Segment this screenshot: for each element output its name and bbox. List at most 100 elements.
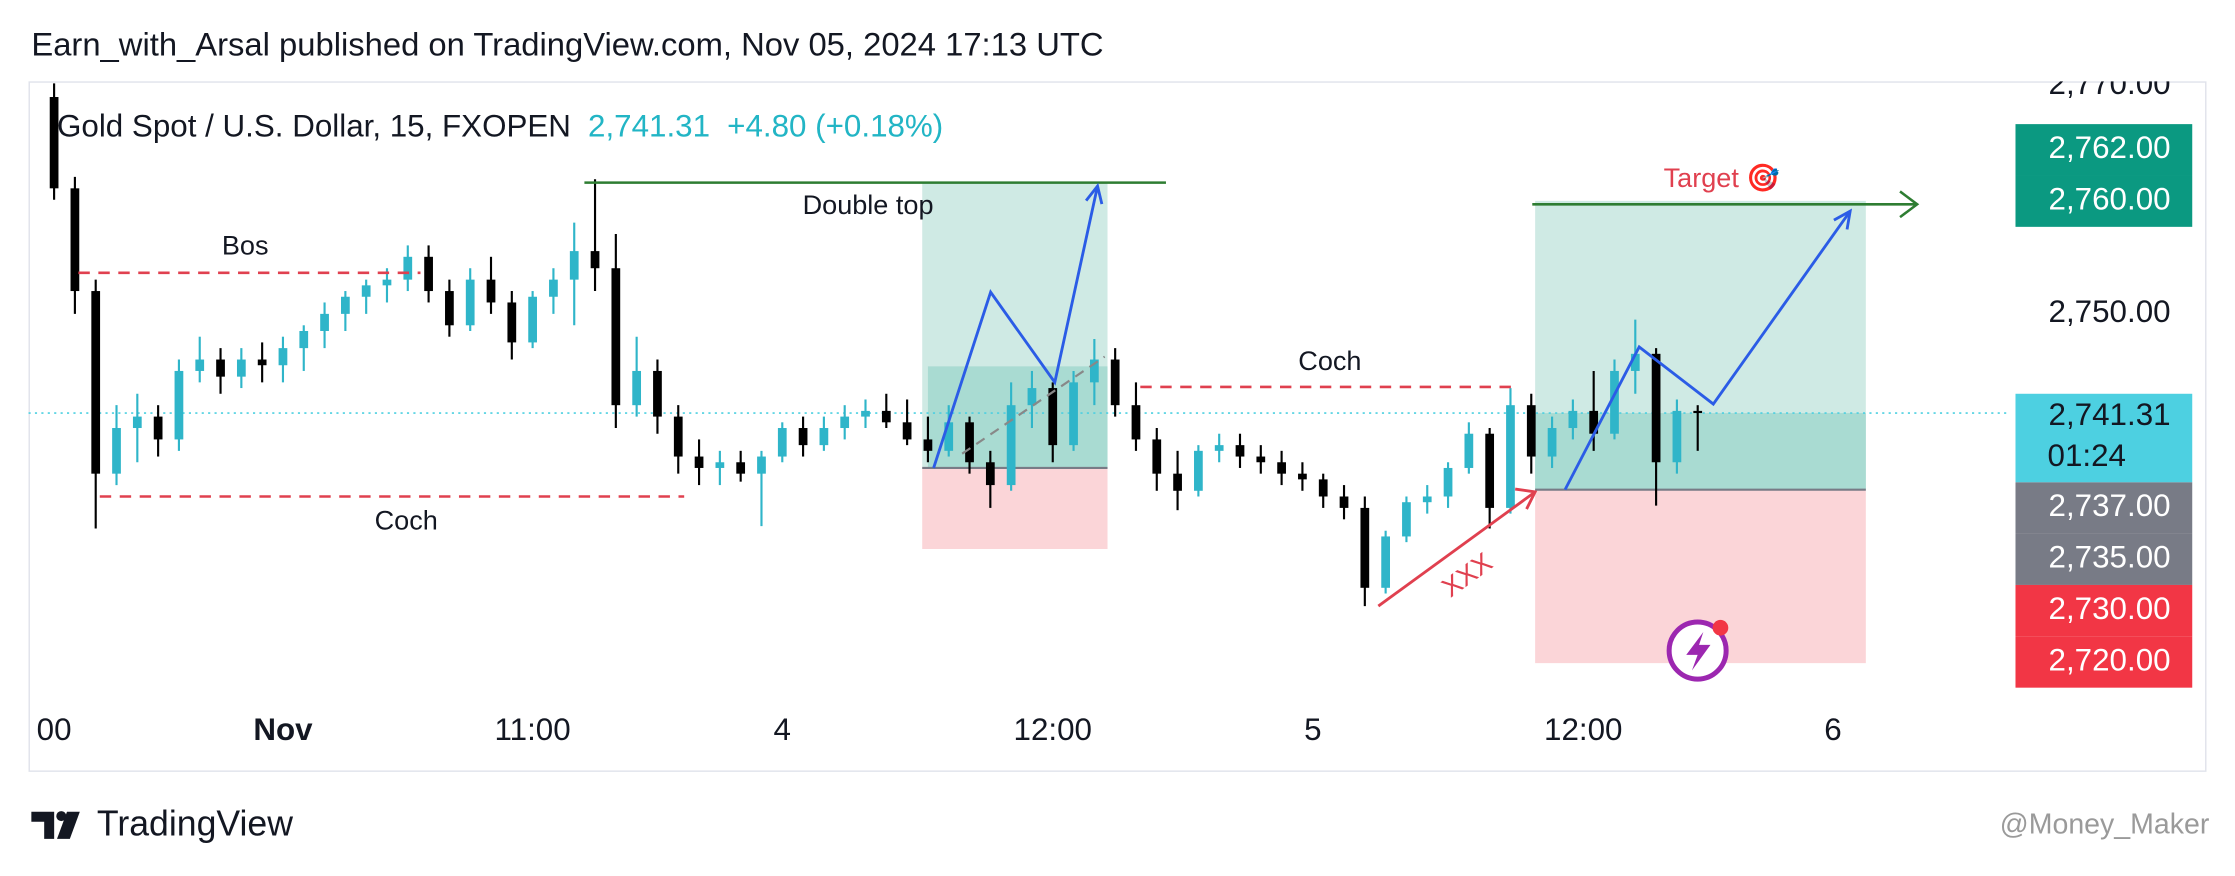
candle-body — [1069, 382, 1078, 446]
candle-body — [1339, 496, 1349, 508]
candle-body — [1589, 410, 1599, 434]
candle-body — [1630, 353, 1640, 371]
candle-body — [861, 410, 870, 417]
candle-body — [902, 422, 912, 440]
candle-body — [1048, 388, 1058, 446]
candle-body — [632, 370, 642, 406]
candle-body — [132, 416, 142, 429]
candle-body — [486, 279, 496, 303]
chart-frame — [28, 81, 2207, 772]
candle-body — [569, 251, 579, 280]
candle-body — [424, 256, 433, 292]
candle-body — [1672, 410, 1682, 463]
candle-body — [923, 439, 933, 451]
candle-body — [445, 291, 454, 326]
candle-body — [341, 296, 350, 314]
candle-body — [1610, 370, 1619, 434]
watermark: @Money_Maker — [2000, 809, 2210, 841]
candle-body — [1194, 450, 1203, 491]
candle-body — [320, 313, 329, 331]
level-label: Bos — [222, 229, 269, 260]
candle-body — [1318, 479, 1328, 497]
candle-body — [1693, 410, 1703, 414]
candle-body — [881, 410, 891, 423]
candle-body — [1152, 439, 1162, 474]
x-tick-label: 6 — [1824, 712, 1841, 747]
candle-body — [91, 291, 101, 474]
price-badge-label: 2,735.00 — [2049, 540, 2171, 575]
candle-body — [1568, 410, 1578, 429]
candle-body — [236, 359, 246, 377]
last-price-badge — [2015, 393, 2193, 483]
brand: TradingView — [97, 803, 293, 843]
candle-body — [798, 428, 808, 446]
candle-body — [1464, 433, 1474, 468]
candle-body — [611, 268, 621, 406]
x-tick-label: Nov — [253, 712, 313, 747]
candle-body — [403, 256, 413, 280]
candle-body — [673, 416, 683, 457]
price-badge — [2015, 584, 2193, 637]
last-price: 2,741.31 — [588, 109, 710, 144]
candle-body — [257, 359, 267, 366]
candle-body — [736, 462, 746, 474]
candle-body — [1381, 536, 1391, 588]
level-label: Coch — [375, 504, 438, 535]
candle-body — [944, 422, 954, 451]
x-tick-label: 00 — [37, 712, 72, 747]
candle-body — [278, 348, 288, 366]
candle-body — [777, 428, 787, 457]
x-tick-label: 11:00 — [495, 712, 571, 747]
candle-body — [1256, 456, 1266, 463]
trend-line — [961, 355, 1106, 455]
candle-body — [1277, 462, 1286, 474]
candle-body — [361, 285, 371, 297]
level-label: Coch — [1298, 345, 1361, 376]
price-badge — [2015, 636, 2193, 688]
x-tick-label: 5 — [1304, 712, 1321, 747]
candle-body — [1360, 507, 1370, 588]
level-label: Target 🎯 — [1664, 162, 1781, 193]
x-tick-label: 12:00 — [1544, 712, 1622, 747]
candle-body — [590, 251, 600, 269]
candle-body — [840, 416, 850, 429]
candle-body — [715, 462, 725, 468]
candle-body — [1089, 359, 1099, 383]
candle-body — [694, 456, 704, 468]
symbol-line: Gold Spot / U.S. Dollar, 15, FXOPEN 2,741… — [57, 109, 943, 144]
projection-arrowhead — [1084, 182, 1104, 205]
candle-body — [549, 279, 558, 297]
countdown-label: 01:24 — [2048, 438, 2126, 473]
candle-body — [1131, 405, 1141, 440]
candle-body — [757, 456, 766, 474]
x-tick-label: 12:00 — [1014, 712, 1092, 747]
candle-body — [819, 428, 829, 446]
candle-body — [174, 370, 184, 440]
candle-body — [1298, 473, 1307, 480]
candle-body — [1235, 445, 1245, 457]
candle-body — [1173, 473, 1182, 491]
logo — [31, 811, 80, 839]
candle-body — [1402, 502, 1411, 537]
publisher: Earn_with_Arsal published on TradingView… — [31, 26, 1103, 63]
price-badge — [2015, 533, 2193, 585]
price-badge-label: 2,762.00 — [2049, 130, 2171, 165]
candle-body — [1006, 405, 1016, 486]
candle-body — [653, 370, 662, 417]
level-label: Double top — [803, 189, 934, 220]
candle-body — [528, 296, 537, 343]
x-tick-label: 4 — [774, 712, 791, 747]
projection-path — [1563, 210, 1852, 491]
candle-body — [1506, 405, 1515, 508]
symbol: Gold Spot / U.S. Dollar, 15, FXOPEN — [57, 109, 571, 144]
candle-body — [382, 279, 392, 286]
candle-body — [985, 462, 995, 486]
arrow-line — [1377, 490, 1536, 608]
candle-body — [1027, 388, 1037, 406]
candle-body — [1422, 496, 1432, 503]
candle-body — [1214, 445, 1224, 451]
candle-body — [1443, 467, 1453, 497]
